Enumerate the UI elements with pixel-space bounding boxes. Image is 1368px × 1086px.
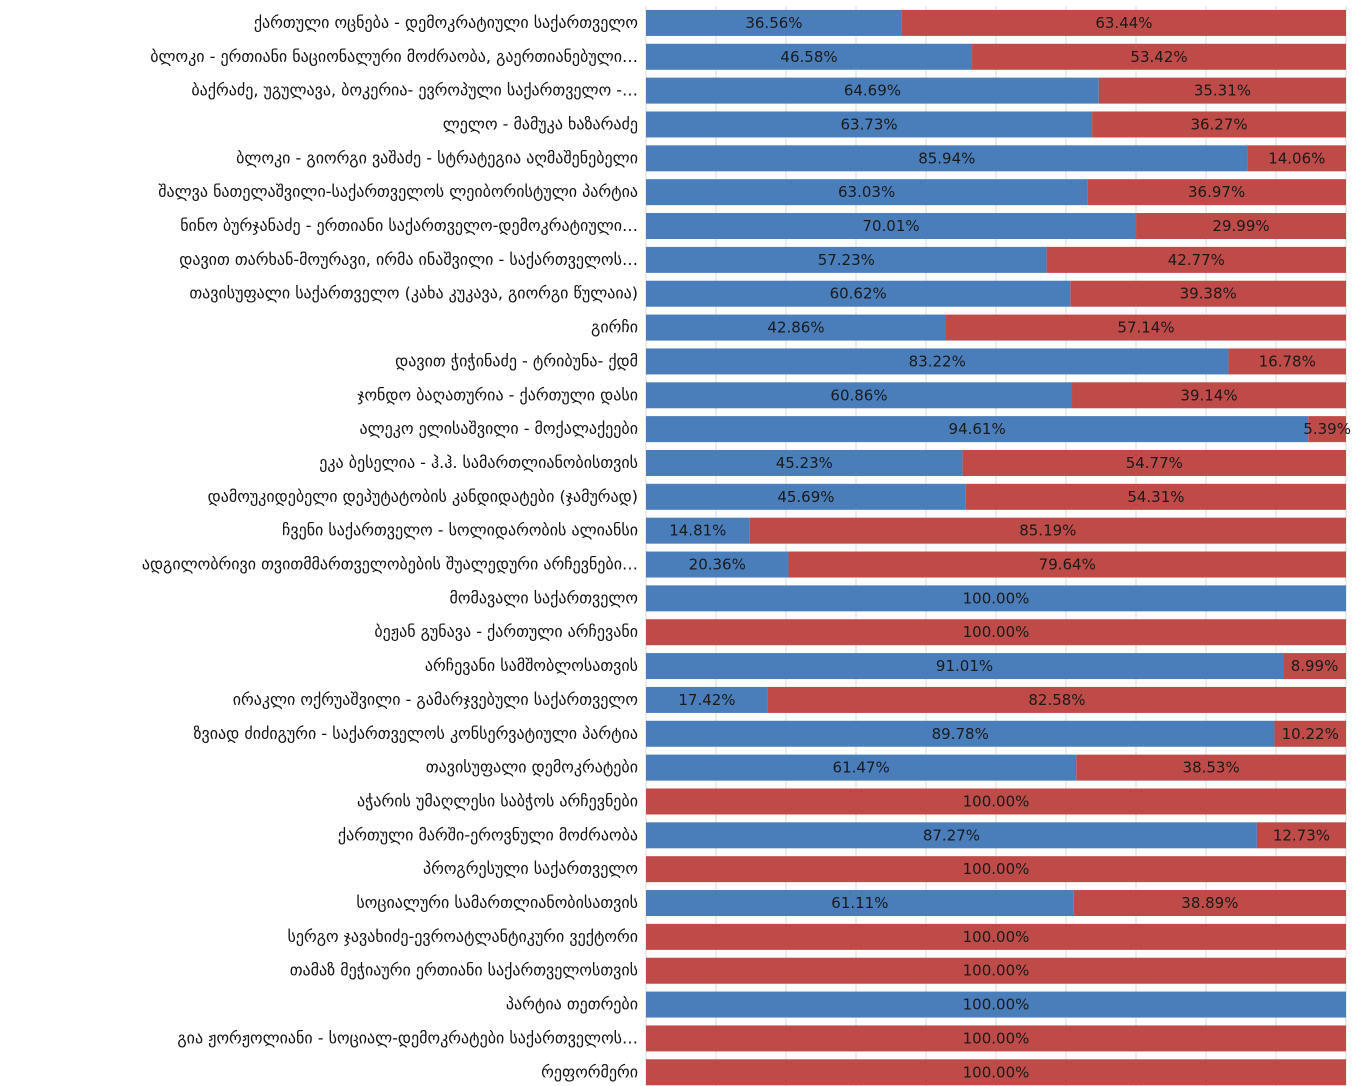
data-label: 20.36% bbox=[689, 556, 746, 574]
category-label: პროგრესული საქართველო bbox=[423, 859, 638, 878]
data-label: 54.77% bbox=[1126, 454, 1183, 472]
data-label: 12.73% bbox=[1273, 826, 1330, 844]
data-label: 63.73% bbox=[840, 115, 897, 133]
category-label: ბლოკი - ერთიანი ნაციონალური მოძრაობა, გა… bbox=[150, 47, 638, 66]
data-label: 10.22% bbox=[1282, 725, 1339, 743]
data-label: 14.06% bbox=[1268, 149, 1325, 167]
category-label: ირაკლი ოქრუაშვილი - გამარჯვებული საქართვ… bbox=[233, 690, 638, 709]
data-label: 42.77% bbox=[1168, 251, 1225, 269]
data-label: 17.42% bbox=[678, 691, 735, 709]
data-label: 38.53% bbox=[1183, 759, 1240, 777]
data-label: 36.97% bbox=[1188, 183, 1245, 201]
data-label: 70.01% bbox=[862, 217, 919, 235]
data-label: 83.22% bbox=[909, 352, 966, 370]
data-label: 8.99% bbox=[1291, 657, 1339, 675]
data-label: 14.81% bbox=[669, 522, 726, 540]
data-label: 100.00% bbox=[963, 962, 1030, 980]
data-label: 61.11% bbox=[831, 894, 888, 912]
data-label: 60.62% bbox=[830, 285, 887, 303]
category-label: ბლოკი - გიორგი ვაშაძე - სტრატეგია აღმაშე… bbox=[236, 148, 638, 167]
category-label: გია ჟორჟოლიანი - სოციალ-დემოკრატები საქა… bbox=[177, 1028, 638, 1047]
data-label: 39.14% bbox=[1180, 386, 1237, 404]
category-label: რეფორმერი bbox=[541, 1062, 638, 1081]
data-label: 82.58% bbox=[1028, 691, 1085, 709]
category-label: თავისუფალი დემოკრატები bbox=[426, 758, 638, 777]
data-label: 54.31% bbox=[1127, 488, 1184, 506]
category-label: მომავალი საქართველო bbox=[450, 588, 638, 607]
category-label: გირჩი bbox=[591, 318, 638, 337]
category-label: დავით თარხან-მოურავი, ირმა ინაშვილი - სა… bbox=[179, 250, 638, 269]
data-label: 35.31% bbox=[1194, 82, 1251, 100]
category-labels: ქართული ოცნება - დემოკრატიული საქართველო… bbox=[142, 13, 638, 1081]
data-label: 53.42% bbox=[1130, 48, 1187, 66]
category-label: ლელო - მამუკა ხაზარაძე bbox=[443, 114, 638, 133]
data-label: 38.89% bbox=[1181, 894, 1238, 912]
data-label: 100.00% bbox=[963, 623, 1030, 641]
category-label: სერგო ჯავახიძე-ევროატლანტიკური ვექტორი bbox=[287, 927, 638, 946]
category-label: დამოუკიდებელი დეპუტატობის კანდიდატები (ჯ… bbox=[208, 487, 638, 506]
data-label: 85.19% bbox=[1019, 522, 1076, 540]
data-label: 94.61% bbox=[949, 420, 1006, 438]
data-label: 60.86% bbox=[830, 386, 887, 404]
data-label: 100.00% bbox=[963, 1029, 1030, 1047]
data-label: 89.78% bbox=[932, 725, 989, 743]
category-label: შალვა ნათელაშვილი-საქართველოს ლეიბორისტუ… bbox=[158, 182, 638, 201]
value-labels: 36.56% 63.44% 46.58% 53.42% 64.69% 35.31% 63.7… bbox=[669, 14, 1351, 1081]
data-label: 39.38% bbox=[1180, 285, 1237, 303]
data-label: 87.27% bbox=[923, 826, 980, 844]
category-label: ალეკო ელისაშვილი - მოქალაქეები bbox=[360, 419, 639, 438]
category-label: არჩევანი სამშობლოსათვის bbox=[425, 656, 638, 675]
data-label: 85.94% bbox=[918, 149, 975, 167]
category-label: სოციალური სამართლიანობისათვის bbox=[356, 893, 638, 912]
data-label: 42.86% bbox=[767, 319, 824, 337]
category-label: ეკა ბესელია - ჰ.ჰ. სამართლიანობისთვის bbox=[319, 453, 638, 472]
data-label: 63.44% bbox=[1095, 14, 1152, 32]
data-label: 45.69% bbox=[777, 488, 834, 506]
category-label: ბეჟან გუნავა - ქართული არჩევანი bbox=[374, 622, 638, 641]
data-label: 79.64% bbox=[1039, 556, 1096, 574]
data-label: 100.00% bbox=[963, 1063, 1030, 1081]
data-label: 100.00% bbox=[963, 589, 1030, 607]
data-label: 57.14% bbox=[1117, 319, 1174, 337]
data-label: 46.58% bbox=[780, 48, 837, 66]
data-label: 16.78% bbox=[1259, 352, 1316, 370]
data-label: 100.00% bbox=[963, 928, 1030, 946]
data-label: 57.23% bbox=[818, 251, 875, 269]
category-label: ზვიად ძიძიგური - საქართველოს კონსერვატიუ… bbox=[194, 724, 638, 743]
data-label: 36.27% bbox=[1190, 115, 1247, 133]
data-label: 91.01% bbox=[936, 657, 993, 675]
category-label: ჩვენი საქართველო - სოლიდარობის ალიანსი bbox=[282, 521, 638, 540]
category-label: აჭარის უმაღლესი საბჭოს არჩევნები bbox=[357, 791, 638, 810]
data-label: 100.00% bbox=[963, 792, 1030, 810]
data-label: 63.03% bbox=[838, 183, 895, 201]
data-label: 29.99% bbox=[1212, 217, 1269, 235]
category-label: ადგილობრივი თვითმმართველობების შუალედური… bbox=[142, 555, 638, 574]
category-label: თავისუფალი საქართველო (კახა კუკავა, გიორ… bbox=[189, 284, 638, 303]
data-label: 100.00% bbox=[963, 996, 1030, 1014]
data-label: 100.00% bbox=[963, 860, 1030, 878]
data-label: 61.47% bbox=[833, 759, 890, 777]
category-label: ქართული მარში-ეროვნული მოძრაობა bbox=[338, 825, 638, 844]
data-label: 64.69% bbox=[844, 82, 901, 100]
category-label: პარტია თეთრები bbox=[506, 995, 638, 1014]
category-label: ქართული ოცნება - დემოკრატიული საქართველო bbox=[254, 13, 638, 32]
data-label: 5.39% bbox=[1303, 420, 1351, 438]
category-label: ჯონდო ბაღათურია - ქართული დასი bbox=[357, 385, 638, 404]
category-label: ბაქრაძე, უგულავა, ბოკერია- ევროპული საქა… bbox=[191, 81, 638, 100]
data-label: 45.23% bbox=[776, 454, 833, 472]
category-label: თამაზ მეჭიაური ერთიანი საქართველოსთვის bbox=[290, 961, 638, 980]
category-label: დავით ჭიჭინაძე - ტრიბუნა- ქდმ bbox=[395, 351, 638, 370]
data-label: 36.56% bbox=[745, 14, 802, 32]
category-label: ნინო ბურჯანაძე - ერთიანი საქართველო-დემო… bbox=[180, 216, 638, 235]
